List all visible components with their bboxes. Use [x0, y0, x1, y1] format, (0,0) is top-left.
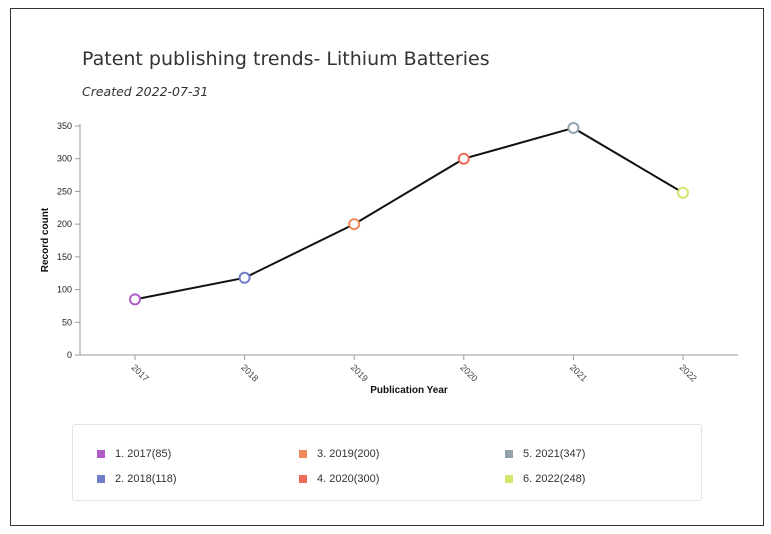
legend-label: 2. 2018(118) [115, 473, 177, 485]
axes [79, 124, 738, 356]
legend-swatch [299, 450, 307, 458]
legend-swatch [299, 475, 307, 483]
x-tick-label: 2017 [130, 362, 151, 383]
legend-label: 3. 2019(200) [317, 448, 380, 460]
y-tick-label: 150 [57, 252, 72, 262]
y-tick-label: 50 [62, 317, 72, 327]
y-tick-label: 200 [57, 219, 72, 229]
x-tick-label: 2020 [458, 362, 479, 383]
data-point [457, 152, 470, 165]
x-axis-ticks: 2017 2018 2019 2020 2021 2022 [130, 355, 699, 384]
data-point [238, 271, 251, 284]
y-tick-label: 350 [57, 121, 72, 131]
y-tick-label: 250 [57, 186, 72, 196]
legend-item[interactable]: 6. 2022(248) [505, 473, 585, 485]
y-tick-label: 0 [67, 350, 72, 360]
data-point [677, 186, 689, 199]
legend-item[interactable]: 4. 2020(300) [299, 473, 379, 485]
y-tick-label: 300 [57, 154, 72, 164]
legend-swatch [97, 450, 105, 458]
legend: 1. 2017(85) 2. 2018(118) 3. 2019(200) 4.… [72, 424, 702, 501]
y-axis-ticks: 0 50 100 150 200 250 300 350 [57, 121, 80, 360]
x-tick-label: 2018 [239, 362, 260, 383]
y-tick-label: 100 [57, 285, 72, 295]
x-tick-label: 2022 [678, 362, 699, 383]
legend-label: 1. 2017(85) [115, 448, 172, 460]
legend-label: 4. 2020(300) [317, 473, 380, 485]
series-line [134, 126, 684, 301]
x-axis-label: Publication Year [370, 385, 448, 396]
legend-item[interactable]: 3. 2019(200) [299, 448, 379, 460]
legend-item[interactable]: 5. 2021(347) [505, 448, 585, 460]
y-axis-label: Record count [40, 207, 51, 272]
legend-swatch [505, 475, 513, 483]
legend-item[interactable]: 1. 2017(85) [97, 448, 171, 460]
x-tick-label: 2021 [568, 362, 589, 383]
legend-swatch [97, 475, 105, 483]
legend-label: 5. 2021(347) [523, 448, 586, 460]
chart-title: Patent publishing trends- Lithium Batter… [82, 48, 490, 70]
chart-subtitle: Created 2022-07-31 [82, 84, 209, 99]
legend-label: 6. 2022(248) [523, 473, 586, 485]
data-point [348, 218, 361, 231]
data-points [129, 121, 689, 306]
x-tick-label: 2019 [349, 362, 370, 383]
data-point [129, 293, 141, 306]
data-point [567, 121, 580, 134]
legend-swatch [505, 450, 513, 458]
legend-item[interactable]: 2. 2018(118) [97, 473, 177, 485]
